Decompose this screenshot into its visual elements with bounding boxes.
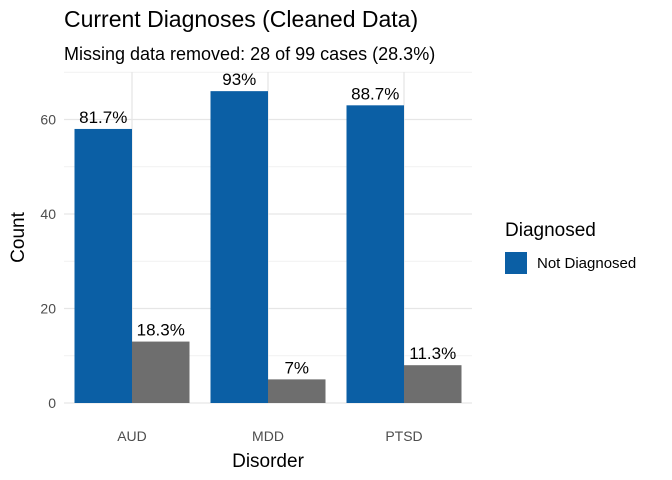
bar bbox=[74, 128, 132, 403]
x-axis-title: Disorder bbox=[232, 451, 304, 472]
bar bbox=[268, 379, 326, 403]
bar-value-label: 81.7% bbox=[79, 108, 127, 127]
x-tick-label: MDD bbox=[252, 428, 284, 444]
bar bbox=[132, 341, 190, 403]
bar-value-label: 88.7% bbox=[351, 84, 399, 103]
legend-label-not-diagnosed: Not Diagnosed bbox=[537, 254, 637, 272]
bar bbox=[346, 105, 404, 403]
x-tick-label: PTSD bbox=[385, 428, 422, 444]
legend-title: Diagnosed bbox=[505, 220, 596, 241]
chart-subtitle: Missing data removed: 28 of 99 cases (28… bbox=[64, 44, 436, 64]
bar bbox=[404, 365, 462, 403]
legend-item-not-diagnosed: Not Diagnosed bbox=[505, 252, 636, 274]
y-tick-label: 20 bbox=[40, 301, 56, 317]
y-tick-label: 60 bbox=[40, 112, 56, 128]
x-tick-label: AUD bbox=[117, 428, 147, 444]
bar-value-label: 18.3% bbox=[137, 321, 185, 340]
y-tick-label: 40 bbox=[40, 206, 56, 222]
y-tick-label: 0 bbox=[48, 395, 56, 411]
bar-value-label: 11.3% bbox=[409, 344, 456, 363]
bar bbox=[210, 91, 268, 404]
y-axis-title: Count bbox=[8, 211, 29, 262]
bar-value-label: 7% bbox=[284, 358, 309, 377]
bar-value-label: 93% bbox=[222, 70, 256, 89]
legend-key-not-diagnosed bbox=[505, 252, 527, 274]
chart-title: Current Diagnoses (Cleaned Data) bbox=[64, 6, 419, 32]
